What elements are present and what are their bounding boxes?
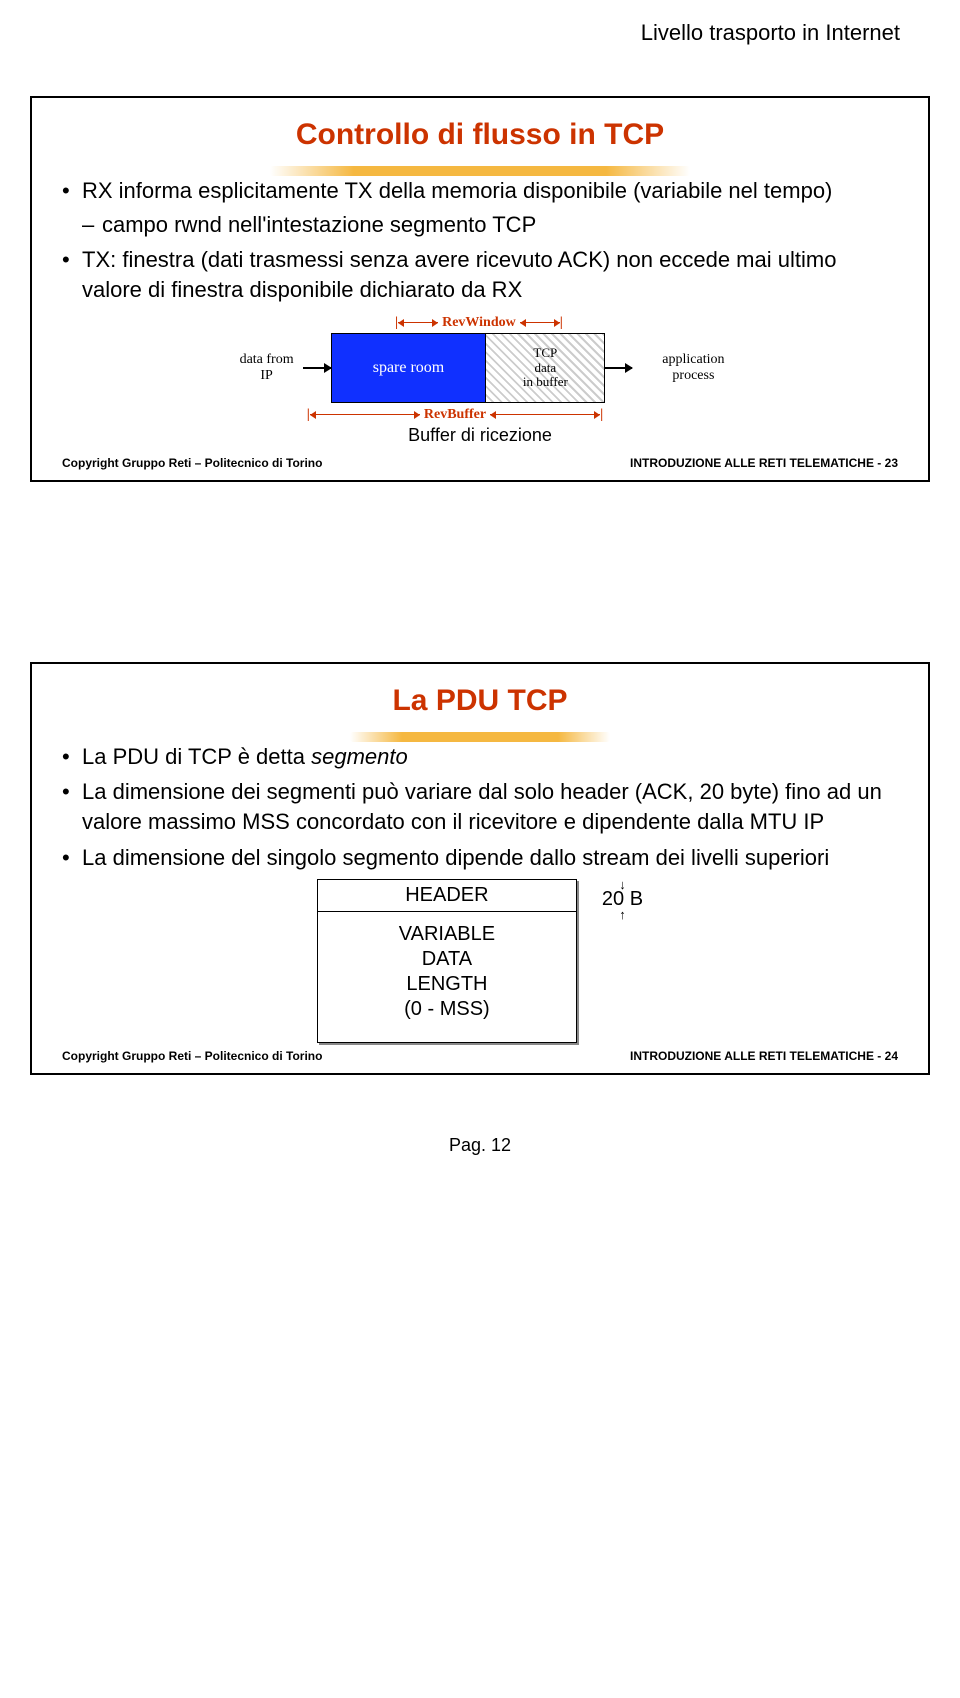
slide-1: Controllo di flusso in TCP RX informa es… (30, 96, 930, 482)
pdu-box: HEADER VARIABLE DATA LENGTH (0 - MSS) (317, 879, 577, 1043)
title-underline-icon (350, 732, 610, 742)
pdu-body: VARIABLE DATA LENGTH (0 - MSS) (318, 912, 576, 1042)
slide-title-wrap: La PDU TCP (62, 684, 898, 742)
pdu-diagram: HEADER VARIABLE DATA LENGTH (0 - MSS) ↓ … (62, 879, 898, 1043)
rev-buffer-label: RevBuffer (424, 407, 486, 423)
slide-2-title: La PDU TCP (62, 684, 898, 718)
pdu-header: HEADER (318, 880, 576, 912)
pdu-body-line: DATA (422, 948, 472, 970)
page-header: Livello trasporto in Internet (30, 20, 930, 46)
bullet-text: RX informa esplicitamente TX della memor… (82, 178, 832, 203)
slide-title-wrap: Controllo di flusso in TCP (62, 118, 898, 176)
rev-buffer-row: | RevBuffer | (230, 407, 730, 423)
bullet-text-pre: La PDU di TCP è detta (82, 744, 311, 769)
bullet-item: TX: finestra (dati trasmessi senza avere… (62, 245, 898, 304)
title-underline-icon (270, 166, 690, 176)
arrow-right-icon (604, 367, 631, 369)
slide-1-footer: Copyright Gruppo Reti – Politecnico di T… (62, 456, 898, 470)
page-footer: Pag. 12 (30, 1135, 930, 1156)
footer-right: INTRODUZIONE ALLE RETI TELEMATICHE - 23 (630, 456, 898, 470)
rev-window-label: RevWindow (442, 315, 516, 331)
bullet-item: La dimensione del singolo segmento dipen… (62, 843, 898, 873)
pdu-side: ↓ 20 B ↑ (602, 881, 643, 920)
slide-1-title: Controllo di flusso in TCP (62, 118, 898, 152)
pdu-body-line: (0 - MSS) (404, 998, 490, 1020)
slide-2-bullets: La PDU di TCP è detta segmento La dimens… (62, 742, 898, 873)
slide-2: La PDU TCP La PDU di TCP è detta segment… (30, 662, 930, 1075)
bullet-item: RX informa esplicitamente TX della memor… (62, 176, 898, 239)
bullet-text: La dimensione dei segmenti può variare d… (82, 779, 882, 834)
footer-right: INTRODUZIONE ALLE RETI TELEMATICHE - 24 (630, 1049, 898, 1063)
footer-left: Copyright Gruppo Reti – Politecnico di T… (62, 456, 322, 470)
bullet-text: La dimensione del singolo segmento dipen… (82, 845, 829, 870)
footer-left: Copyright Gruppo Reti – Politecnico di T… (62, 1049, 322, 1063)
sub-bullet: campo rwnd nell'intestazione segmento TC… (82, 210, 898, 240)
pdu-body-line: LENGTH (406, 973, 487, 995)
bullet-item: La dimensione dei segmenti può variare d… (62, 777, 898, 836)
slide-1-bullets: RX informa esplicitamente TX della memor… (62, 176, 898, 305)
bullet-text: TX: finestra (dati trasmessi senza avere… (82, 247, 836, 302)
buffer-caption: Buffer di ricezione (230, 425, 730, 446)
buffer-diagram: | RevWindow | data fromIP spare room TCP… (230, 315, 730, 446)
bullet-text-italic: segmento (311, 744, 408, 769)
spare-room-box: spare room (331, 333, 487, 403)
data-from-label: data fromIP (230, 352, 303, 384)
pdu-body-line: VARIABLE (399, 923, 495, 945)
rev-window-row: | RevWindow | (395, 315, 730, 331)
app-process-label: applicationprocess (657, 352, 730, 384)
tcp-data-box: TCPdatain buffer (486, 333, 605, 403)
slide-2-footer: Copyright Gruppo Reti – Politecnico di T… (62, 1049, 898, 1063)
arrow-right-icon (303, 367, 330, 369)
buffer-row: data fromIP spare room TCPdatain buffer … (230, 333, 730, 403)
bullet-item: La PDU di TCP è detta segmento (62, 742, 898, 772)
